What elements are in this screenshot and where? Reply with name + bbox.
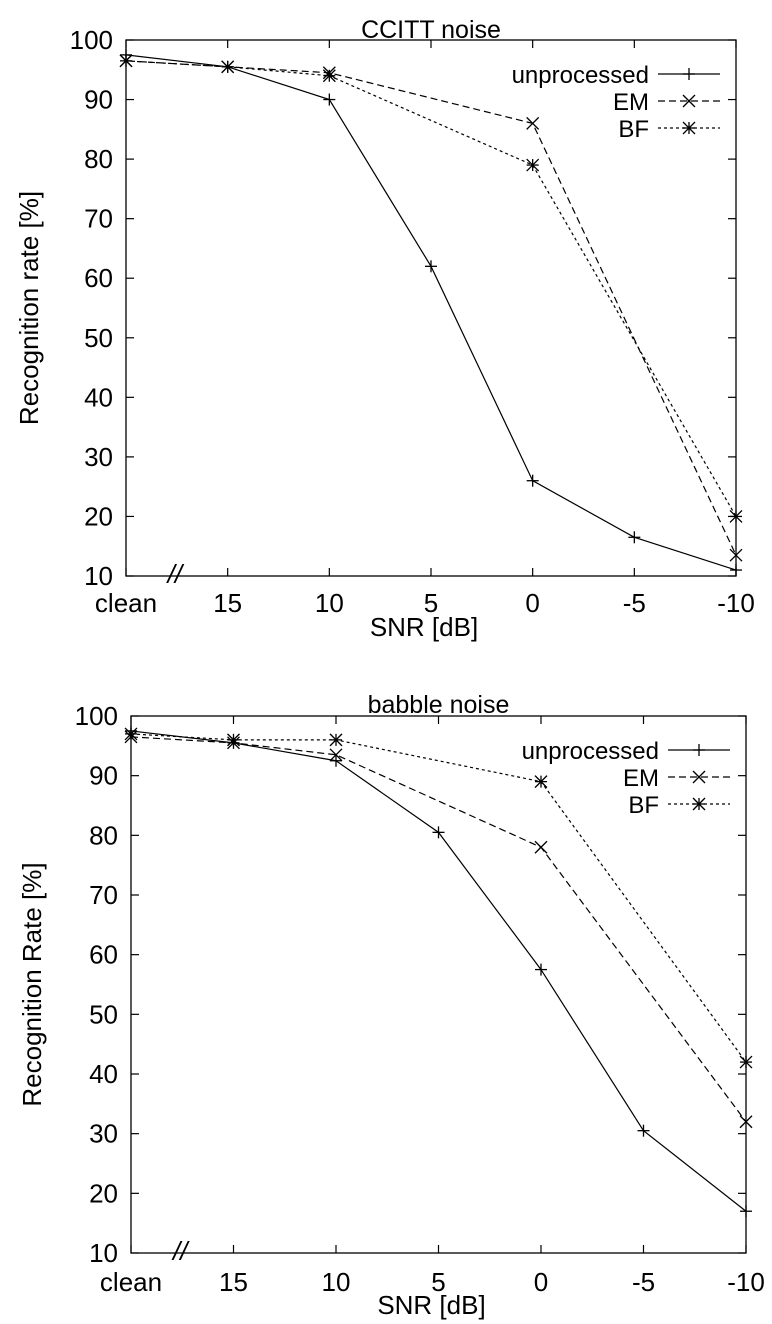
data-point-unprocessed xyxy=(637,1124,650,1137)
x-axis-label: SNR [dB] xyxy=(377,1290,485,1320)
data-point-em xyxy=(534,840,548,854)
y-axis-label: Recognition Rate [%] xyxy=(17,862,47,1106)
data-point-bf xyxy=(221,60,235,74)
x-tick-label: 10 xyxy=(322,1267,351,1297)
data-point-bf xyxy=(534,775,548,789)
x-tick-label: 0 xyxy=(525,588,539,618)
legend-label-bf: BF xyxy=(618,116,649,143)
y-tick-label: 10 xyxy=(89,1238,118,1268)
data-point-unprocessed xyxy=(330,754,342,767)
x-tick-label: 15 xyxy=(213,588,242,618)
y-tick-label: 100 xyxy=(70,25,113,55)
data-point-unprocessed xyxy=(740,1205,752,1218)
x-tick-label: -10 xyxy=(717,588,755,618)
data-point-bf xyxy=(329,733,343,747)
data-point-bf xyxy=(227,733,240,747)
y-tick-label: 30 xyxy=(89,1119,118,1149)
y-tick-label: 80 xyxy=(89,820,118,850)
legend-marker-bf xyxy=(682,121,696,135)
legend-label-em: EM xyxy=(613,89,649,116)
x-tick-label: -5 xyxy=(632,1267,655,1297)
y-tick-label: 50 xyxy=(84,323,113,353)
x-tick-label: clean xyxy=(95,588,157,618)
x-tick-label: -5 xyxy=(623,588,646,618)
legend-label-em: EM xyxy=(623,765,659,792)
data-point-em xyxy=(739,1115,753,1129)
chart-title: babble noise xyxy=(368,691,510,719)
axis-break-symbol: // xyxy=(166,559,185,589)
data-point-bf xyxy=(739,1055,753,1069)
y-tick-label: 80 xyxy=(84,144,113,174)
y-axis-label: Recognition rate [%] xyxy=(14,191,44,425)
data-point-bf xyxy=(322,69,336,83)
y-tick-label: 70 xyxy=(84,204,113,234)
y-tick-label: 40 xyxy=(89,1059,118,1089)
series-line-bf xyxy=(125,60,737,517)
legend-marker-unprocessed xyxy=(693,744,705,756)
legend-marker-unprocessed xyxy=(683,68,695,80)
data-point-unprocessed xyxy=(526,474,539,487)
data-point-unprocessed xyxy=(535,963,547,976)
y-tick-label: 90 xyxy=(89,761,118,791)
data-point-em xyxy=(729,548,743,562)
x-tick-label: 5 xyxy=(431,1267,445,1297)
legend-label-bf: BF xyxy=(628,792,659,819)
y-tick-label: 40 xyxy=(84,382,113,412)
y-tick-label: 60 xyxy=(84,263,113,293)
x-tick-label: 0 xyxy=(534,1267,548,1297)
data-point-unprocessed xyxy=(432,826,445,839)
y-tick-label: 50 xyxy=(89,999,118,1029)
x-tick-label: clean xyxy=(100,1267,162,1297)
chart-title: CCITT noise xyxy=(361,16,501,44)
x-tick-label: 5 xyxy=(424,588,438,618)
data-point-unprocessed xyxy=(628,531,641,544)
legend-marker-em xyxy=(692,770,706,784)
x-tick-label: 10 xyxy=(315,588,344,618)
legend-label-unprocessed: unprocessed xyxy=(512,62,649,89)
y-tick-label: 20 xyxy=(84,501,113,531)
legend-marker-bf xyxy=(692,797,706,811)
y-tick-label: 60 xyxy=(89,940,118,970)
axis-break-symbol: // xyxy=(171,1236,190,1266)
y-tick-label: 100 xyxy=(75,701,118,731)
y-tick-label: 70 xyxy=(89,880,118,910)
data-point-bf xyxy=(729,509,743,523)
y-tick-label: 90 xyxy=(84,85,113,115)
data-point-bf xyxy=(124,727,138,741)
data-point-unprocessed xyxy=(730,564,742,577)
x-tick-label: 15 xyxy=(219,1267,248,1297)
y-tick-label: 20 xyxy=(89,1178,118,1208)
data-point-unprocessed xyxy=(425,260,437,273)
data-point-unprocessed xyxy=(323,93,336,106)
data-point-em xyxy=(526,116,540,130)
x-tick-label: -10 xyxy=(727,1267,765,1297)
y-tick-label: 30 xyxy=(84,442,113,472)
data-point-em xyxy=(329,748,343,762)
y-tick-label: 10 xyxy=(84,561,113,591)
data-point-bf xyxy=(119,54,133,68)
legend-marker-em xyxy=(682,94,696,108)
legend-label-unprocessed: unprocessed xyxy=(522,738,659,765)
x-axis-label: SNR [dB] xyxy=(370,612,478,642)
series-line-em xyxy=(130,736,747,1123)
data-point-bf xyxy=(526,158,540,172)
